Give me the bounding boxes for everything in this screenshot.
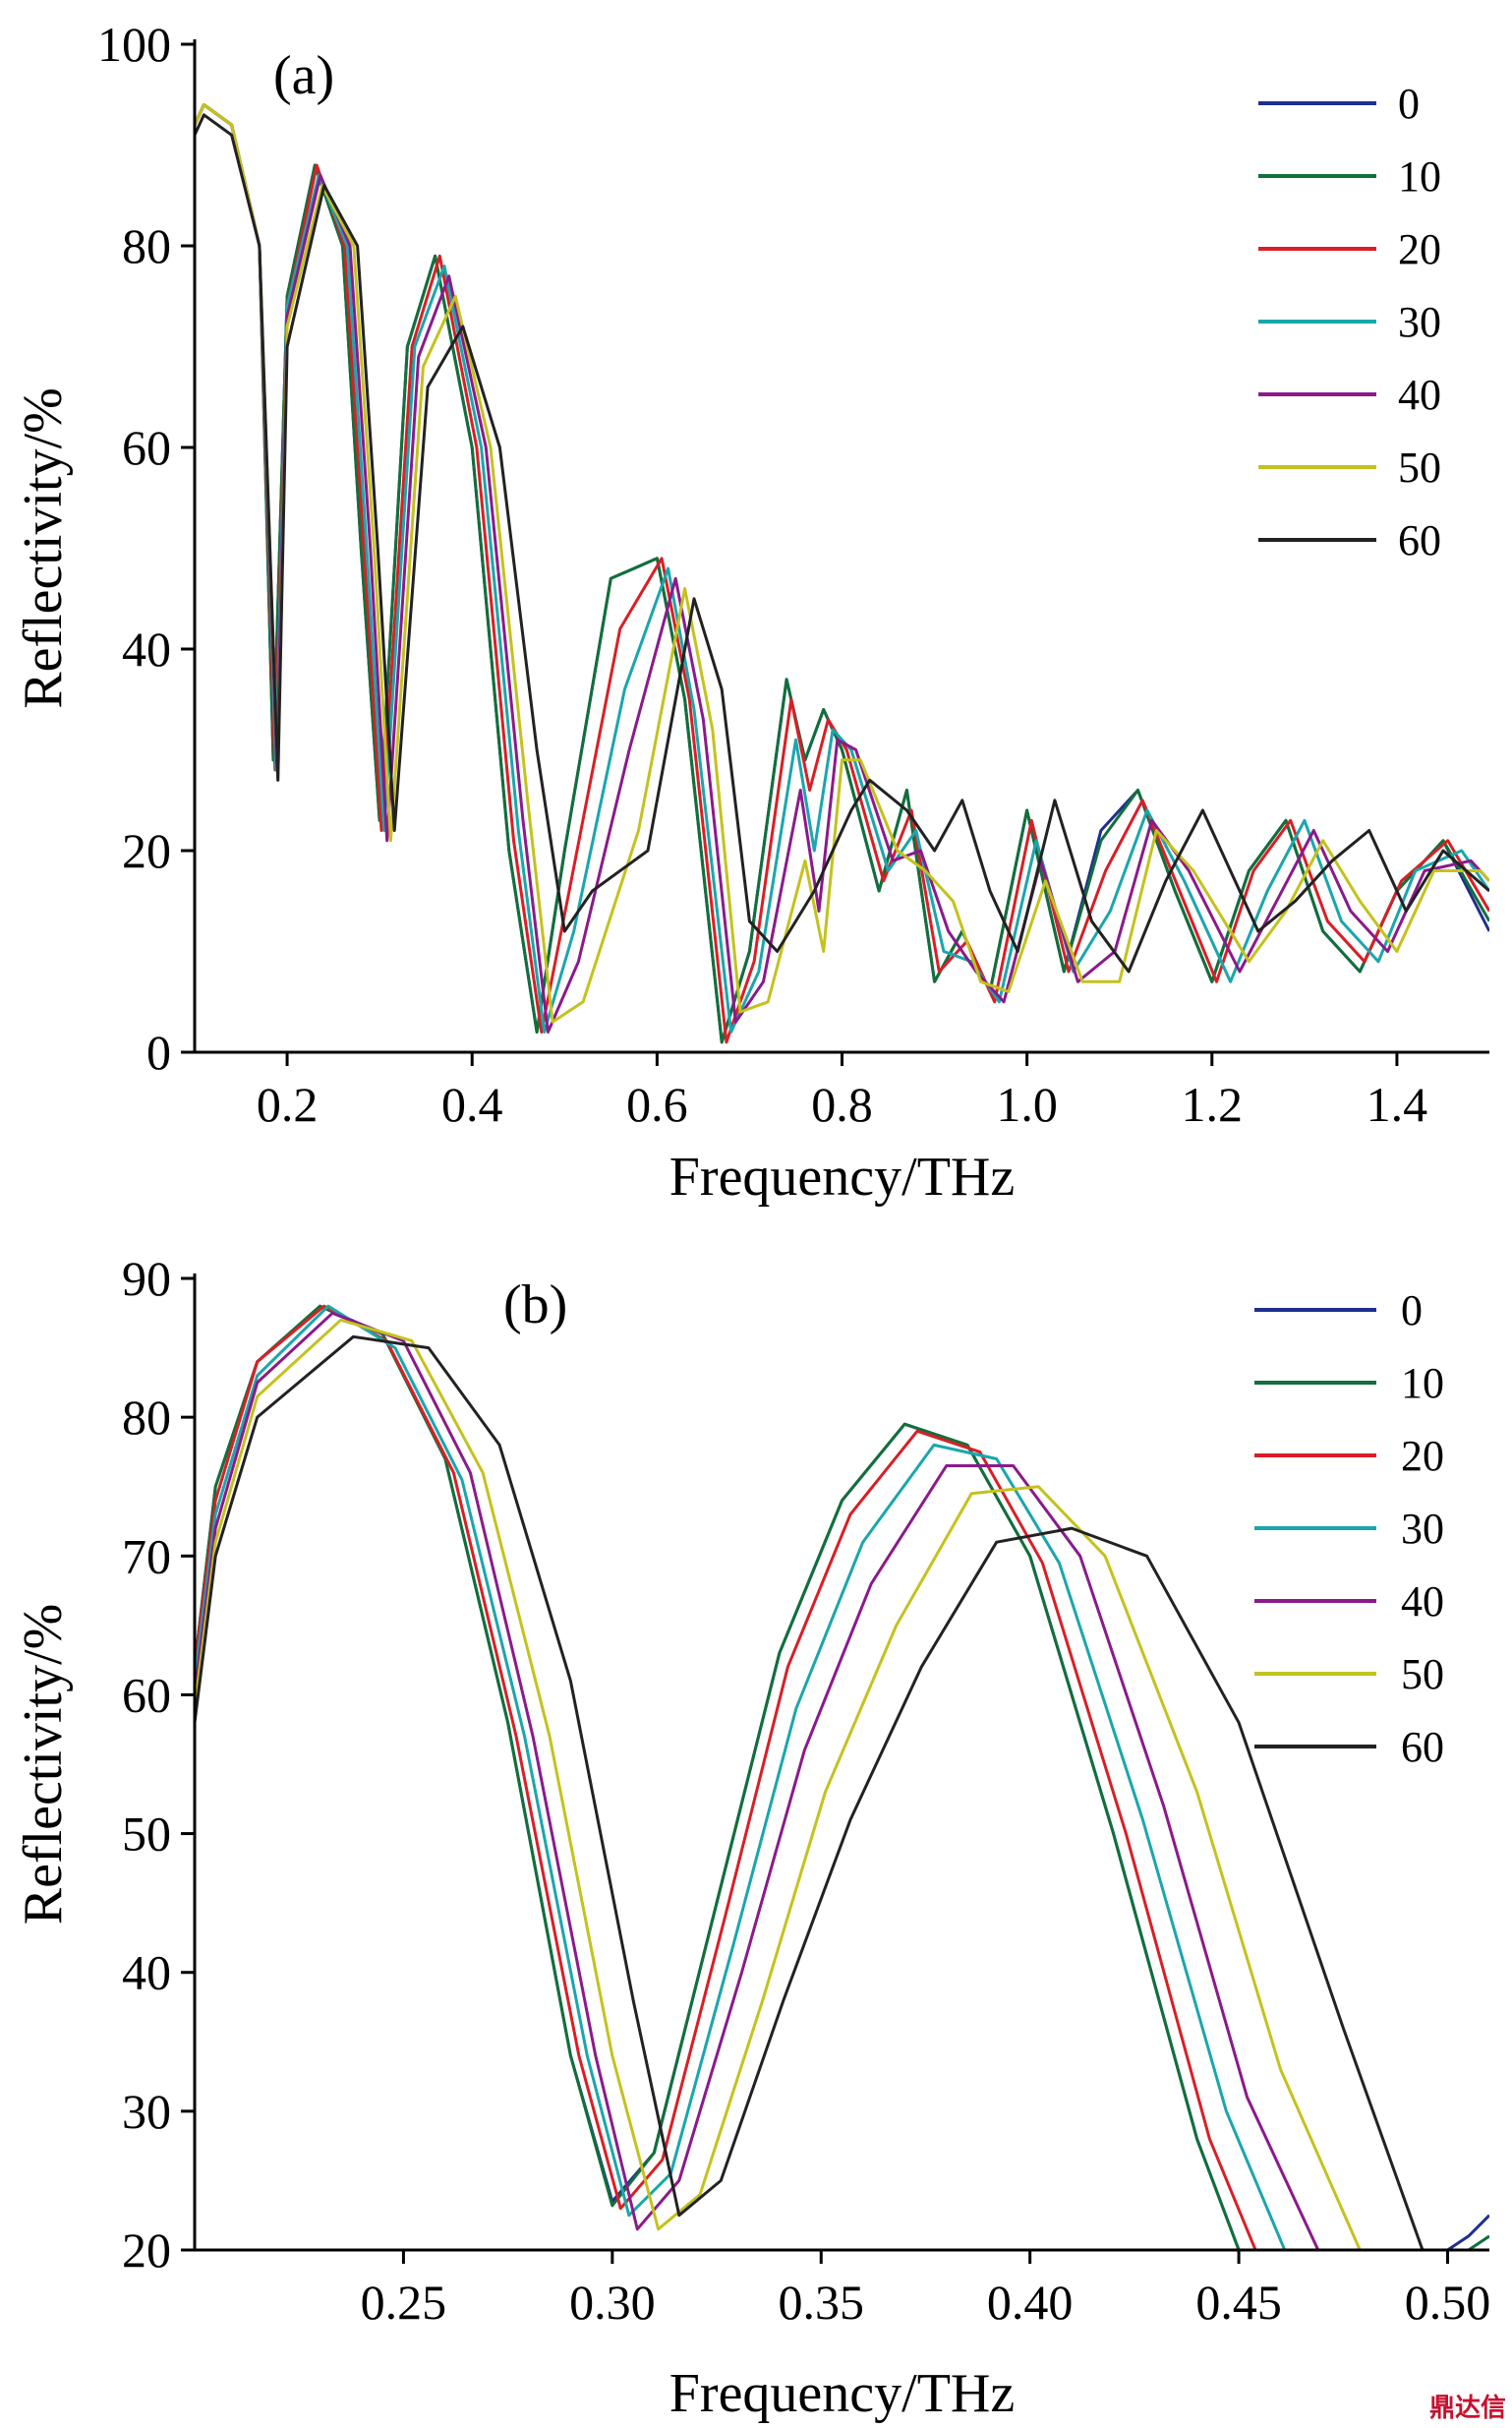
- series-line-20: [195, 1304, 1257, 2250]
- x-tick-label: 0.8: [811, 1077, 873, 1132]
- series-line-30: [195, 103, 1489, 1034]
- series-line-50: [195, 1318, 1362, 2250]
- legend: 0 10 20 30 40 50 60: [1254, 1286, 1444, 1771]
- legend-label-40: 40: [1398, 371, 1441, 419]
- x-tick-label: 1.2: [1182, 1077, 1244, 1132]
- y-tick-label: 70: [122, 1528, 171, 1583]
- legend-label-10: 10: [1398, 152, 1441, 201]
- series-group: [195, 1304, 1489, 2250]
- x-tick-label: 1.0: [996, 1077, 1058, 1132]
- legend-label-50: 50: [1401, 1650, 1444, 1698]
- panel-label: (b): [503, 1274, 567, 1335]
- y-tick-label: 20: [122, 2222, 171, 2278]
- watermark-logo: 鼎达信: [1428, 2394, 1506, 2423]
- panel-label: (a): [273, 45, 334, 106]
- x-tick-label: 0.6: [626, 1077, 688, 1132]
- series-line-20: [195, 103, 1489, 1044]
- y-tick-label: 50: [122, 1806, 171, 1862]
- legend-label-30: 30: [1398, 298, 1441, 346]
- y-tick-label: 80: [122, 218, 171, 273]
- legend-label-60: 60: [1401, 1723, 1444, 1771]
- x-axis-title: Frequency/THz: [669, 2363, 1015, 2424]
- legend-label-30: 30: [1401, 1505, 1444, 1553]
- legend-label-0: 0: [1398, 80, 1420, 128]
- x-tick-label: 0.30: [569, 2275, 656, 2330]
- x-tick-label: 0.40: [987, 2275, 1074, 2330]
- series-line-0: [195, 1304, 1489, 2250]
- y-tick-label: 20: [122, 823, 171, 878]
- y-tick-label: 40: [122, 622, 171, 677]
- x-tick-label: 0.25: [361, 2275, 447, 2330]
- y-tick-label: 0: [146, 1025, 171, 1080]
- legend-label-0: 0: [1401, 1286, 1423, 1334]
- x-tick-label: 1.4: [1367, 1077, 1428, 1132]
- y-tick-label: 90: [122, 1251, 171, 1306]
- legend-label-40: 40: [1401, 1577, 1444, 1626]
- x-tick-label: 0.4: [441, 1077, 503, 1132]
- series-line-30: [195, 1304, 1287, 2250]
- legend-label-20: 20: [1398, 225, 1441, 273]
- y-axis-title: Reflectivity/%: [13, 1604, 74, 1925]
- series-line-10: [195, 1304, 1489, 2250]
- y-tick-label: 60: [122, 420, 171, 475]
- legend: 0 10 20 30 40 50 60: [1258, 80, 1441, 564]
- legend-label-10: 10: [1401, 1359, 1444, 1407]
- legend-label-50: 50: [1398, 444, 1441, 492]
- series-line-40: [195, 1311, 1320, 2250]
- series-line-60: [195, 113, 1489, 974]
- legend-label-60: 60: [1398, 516, 1441, 564]
- x-tick-label: 0.45: [1195, 2275, 1282, 2330]
- series-line-40: [195, 103, 1489, 1034]
- y-tick-label: 40: [122, 1945, 171, 2000]
- series-line-60: [195, 1334, 1425, 2250]
- legend-label-20: 20: [1401, 1432, 1444, 1480]
- series-line-10: [195, 103, 1489, 1044]
- y-tick-label: 100: [97, 17, 171, 72]
- y-tick-label: 30: [122, 2084, 171, 2139]
- x-tick-label: 0.35: [779, 2275, 865, 2330]
- y-tick-label: 80: [122, 1390, 171, 1445]
- x-tick-label: 0.50: [1405, 2275, 1491, 2330]
- series-line-50: [195, 103, 1489, 1024]
- chart-panel-b: 20 30 40 50 60 70 80 90 0.25 0.30 0.35 0.40 0.45 0.50…: [13, 1251, 1490, 2424]
- series-group: [195, 103, 1489, 1044]
- y-tick-label: 60: [122, 1667, 171, 1722]
- x-axis-title: Frequency/THz: [669, 1147, 1015, 1208]
- y-axis-title: Reflectivity/%: [13, 387, 74, 709]
- x-tick-label: 0.2: [257, 1077, 319, 1132]
